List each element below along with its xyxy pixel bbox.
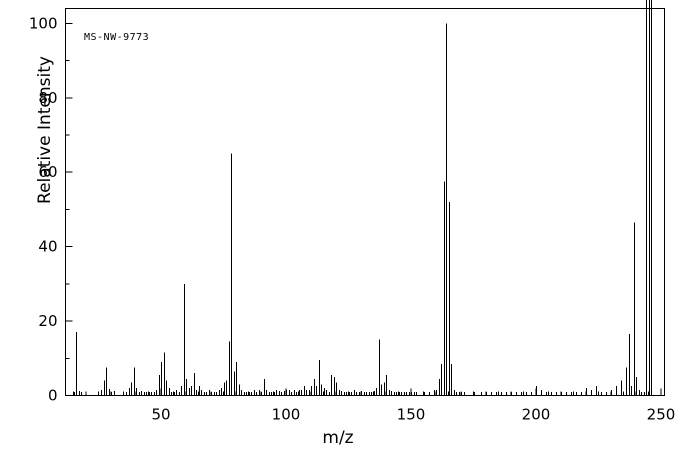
svg-text:100: 100 bbox=[272, 406, 301, 424]
svg-text:20: 20 bbox=[38, 312, 57, 330]
svg-text:80: 80 bbox=[38, 89, 57, 107]
svg-text:0: 0 bbox=[48, 387, 58, 405]
spectrum-peaks bbox=[65, 0, 665, 396]
svg-text:50: 50 bbox=[151, 406, 170, 424]
x-axis-title: m/z bbox=[322, 428, 354, 448]
spectrum-id-annotation: MS-NW-9773 bbox=[84, 32, 150, 43]
y-axis-title: Relative Intensity bbox=[35, 56, 55, 204]
svg-text:150: 150 bbox=[397, 406, 426, 424]
axis-ticks bbox=[65, 22, 662, 396]
plot-frame bbox=[65, 8, 665, 396]
svg-text:200: 200 bbox=[522, 406, 551, 424]
svg-text:100: 100 bbox=[29, 14, 58, 32]
svg-text:40: 40 bbox=[38, 238, 57, 256]
svg-text:60: 60 bbox=[38, 163, 57, 181]
axis-tick-labels: 50 100 150 200 250 0 20 40 60 80 100 bbox=[29, 14, 675, 423]
svg-text:250: 250 bbox=[647, 406, 676, 424]
